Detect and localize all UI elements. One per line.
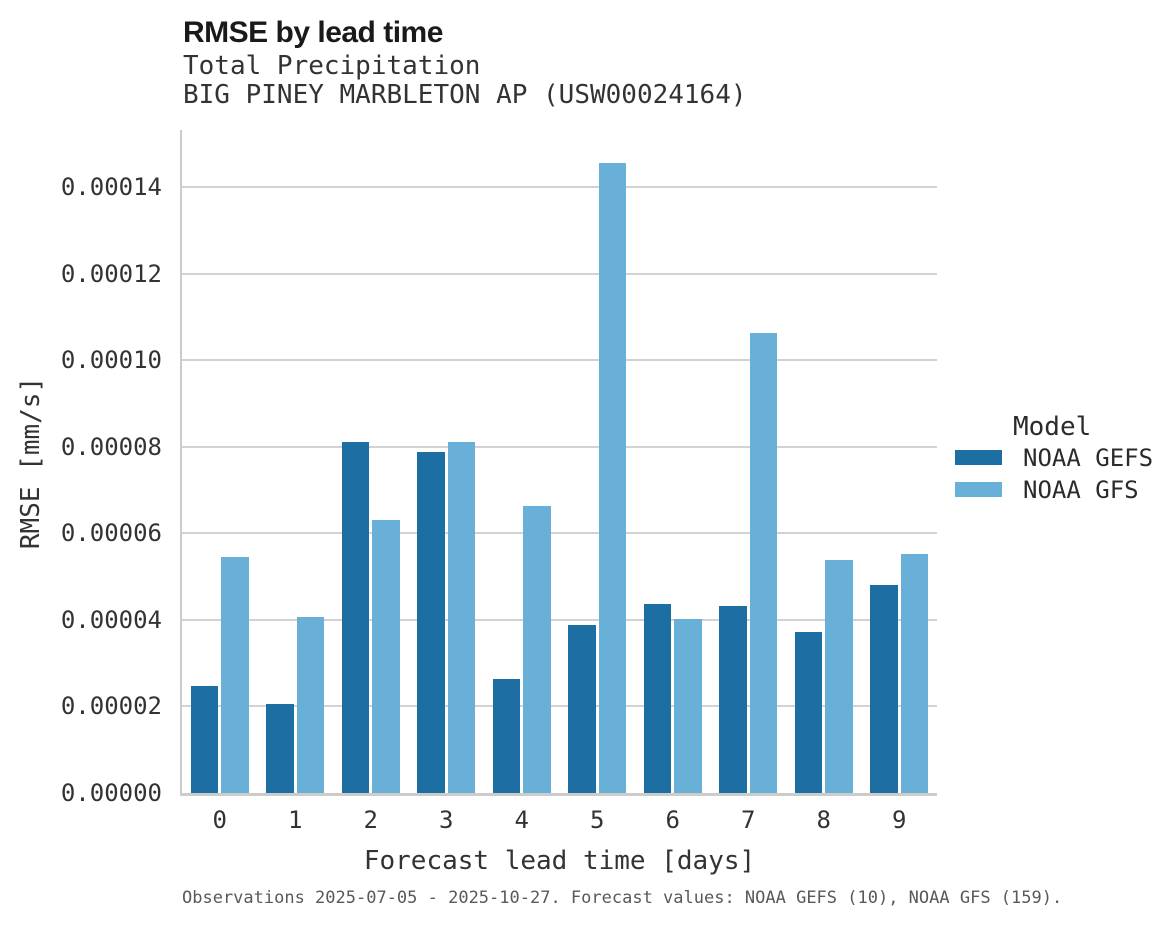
legend-label-gefs: NOAA GEFS: [1023, 443, 1154, 472]
gridline-0.00014: [182, 186, 937, 189]
bar-noaa-gefs-day-3: [417, 451, 445, 793]
x-tick-label-7: 7: [741, 806, 756, 834]
gridline-0.00010: [182, 359, 937, 362]
x-tick-label-2: 2: [363, 806, 378, 834]
y-tick-label-0.00004: 0.00004: [60, 605, 162, 634]
bar-noaa-gfs-day-7: [749, 332, 778, 793]
chart-subtitle-station: BIG PINEY MARBLETON AP (USW00024164): [183, 80, 747, 110]
bar-noaa-gfs-day-4: [523, 506, 551, 793]
bar-noaa-gefs-day-5: [568, 625, 596, 793]
gridline-0.00004: [182, 618, 937, 621]
x-tick-label-4: 4: [514, 806, 529, 834]
bar-noaa-gfs-day-5: [598, 162, 627, 793]
y-tick-label-0.00014: 0.00014: [60, 173, 162, 202]
x-tick-label-1: 1: [288, 806, 303, 834]
bar-noaa-gfs-day-6: [674, 619, 702, 793]
gridline-0.00006: [182, 532, 937, 535]
bar-noaa-gfs-day-3: [447, 441, 476, 793]
y-tick-label-0.00008: 0.00008: [60, 432, 162, 461]
chart-title: RMSE by lead time: [183, 16, 443, 49]
x-tick-label-8: 8: [816, 806, 831, 834]
legend-item-gefs: NOAA GEFS: [955, 446, 1170, 470]
y-tick-label-0.00010: 0.00010: [60, 346, 162, 375]
x-tick-label-3: 3: [439, 806, 454, 834]
bar-noaa-gefs-day-7: [719, 606, 747, 793]
bar-noaa-gefs-day-9: [870, 585, 898, 793]
bar-noaa-gefs-day-8: [794, 632, 823, 793]
gridline-0.00002: [182, 705, 937, 708]
gfs-color-swatch: [955, 482, 1002, 497]
x-tick-label-6: 6: [665, 806, 680, 834]
legend-title: Model: [1013, 412, 1092, 442]
y-tick-label-0.00006: 0.00006: [60, 519, 162, 548]
bar-noaa-gfs-day-8: [825, 560, 853, 793]
x-axis-title: Forecast lead time [days]: [363, 846, 756, 876]
bar-noaa-gefs-day-0: [190, 685, 219, 793]
x-tick-label-9: 9: [892, 806, 907, 834]
bar-noaa-gefs-day-1: [266, 704, 294, 793]
y-tick-label-0.00012: 0.00012: [60, 259, 162, 288]
bar-noaa-gefs-day-6: [643, 603, 672, 793]
plot-area: [180, 130, 937, 796]
chart-subtitle-variable: Total Precipitation: [183, 51, 481, 81]
bar-noaa-gfs-day-0: [221, 557, 249, 793]
x-tick-label-5: 5: [590, 806, 605, 834]
footnote-caption: Observations 2025-07-05 - 2025-10-27. Fo…: [182, 888, 1063, 908]
bar-noaa-gefs-day-4: [492, 679, 521, 793]
gridline-0.00012: [182, 272, 937, 275]
gefs-color-swatch: [955, 450, 1002, 465]
y-tick-label-0.00000: 0.00000: [60, 779, 162, 807]
bar-noaa-gefs-day-2: [341, 441, 370, 793]
legend-label-gfs: NOAA GFS: [1023, 475, 1139, 504]
legend: Model NOAA GEFS NOAA GFS: [955, 412, 1170, 514]
y-tick-label-0.00002: 0.00002: [60, 692, 162, 721]
x-tick-label-0: 0: [212, 806, 227, 834]
legend-item-gfs: NOAA GFS: [955, 478, 1170, 502]
bar-noaa-gfs-day-9: [900, 554, 929, 793]
gridline-0.00008: [182, 445, 937, 448]
bar-noaa-gfs-day-1: [296, 616, 325, 793]
bar-noaa-gfs-day-2: [372, 520, 400, 793]
